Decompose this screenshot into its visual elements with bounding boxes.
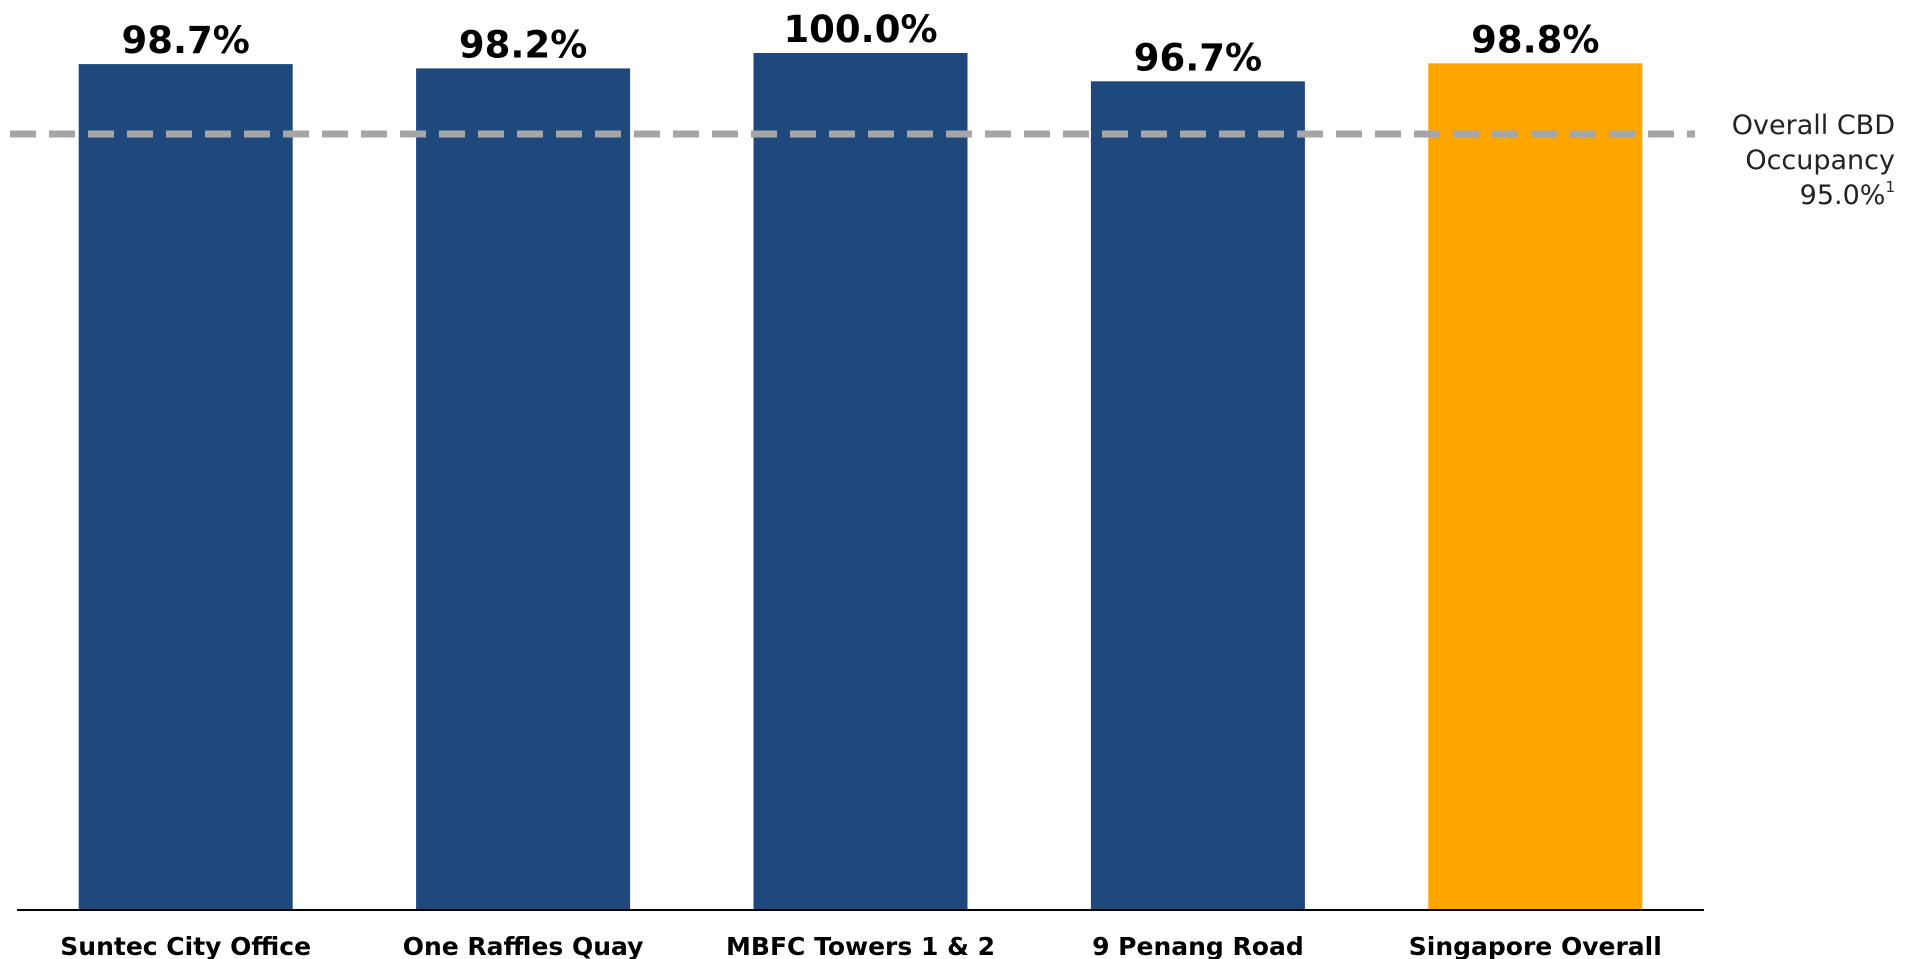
category-labels-group: Suntec City Office One Raffles Quay MBFC T…	[60, 932, 1662, 959]
bar-3	[1090, 81, 1305, 911]
category-label-2: MBFC Towers 1 & 2	[726, 932, 995, 959]
category-label-3: 9 Penang Road	[1092, 932, 1304, 959]
reference-value-label: 95.0%	[1800, 180, 1886, 211]
bar-value-label-0: 98.7%	[122, 19, 250, 62]
reference-label-line-1: Overall CBD	[1732, 110, 1895, 141]
svg-text:95.0%1: 95.0%1	[1800, 178, 1895, 211]
reference-line-label: Overall CBD Occupancy 95.0%1	[1732, 110, 1895, 211]
bar-value-label-4: 98.8%	[1471, 18, 1599, 61]
bar-1	[416, 68, 631, 910]
category-label-4: Singapore Overall	[1409, 932, 1662, 959]
category-label-0: Suntec City Office	[60, 932, 311, 959]
bar-2	[753, 53, 968, 910]
category-label-1: One Raffles Quay	[403, 932, 644, 959]
value-labels-group: 98.7% 98.2% 100.0% 96.7% 98.8%	[122, 8, 1600, 79]
bar-0	[78, 64, 293, 911]
reference-footnote-marker: 1	[1885, 178, 1895, 196]
bar-value-label-3: 96.7%	[1134, 36, 1262, 79]
bar-4	[1428, 63, 1643, 911]
bar-value-label-1: 98.2%	[459, 23, 587, 66]
reference-label-line-2: Occupancy	[1745, 145, 1895, 176]
bar-value-label-2: 100.0%	[783, 8, 937, 51]
bars-group	[78, 53, 1643, 911]
